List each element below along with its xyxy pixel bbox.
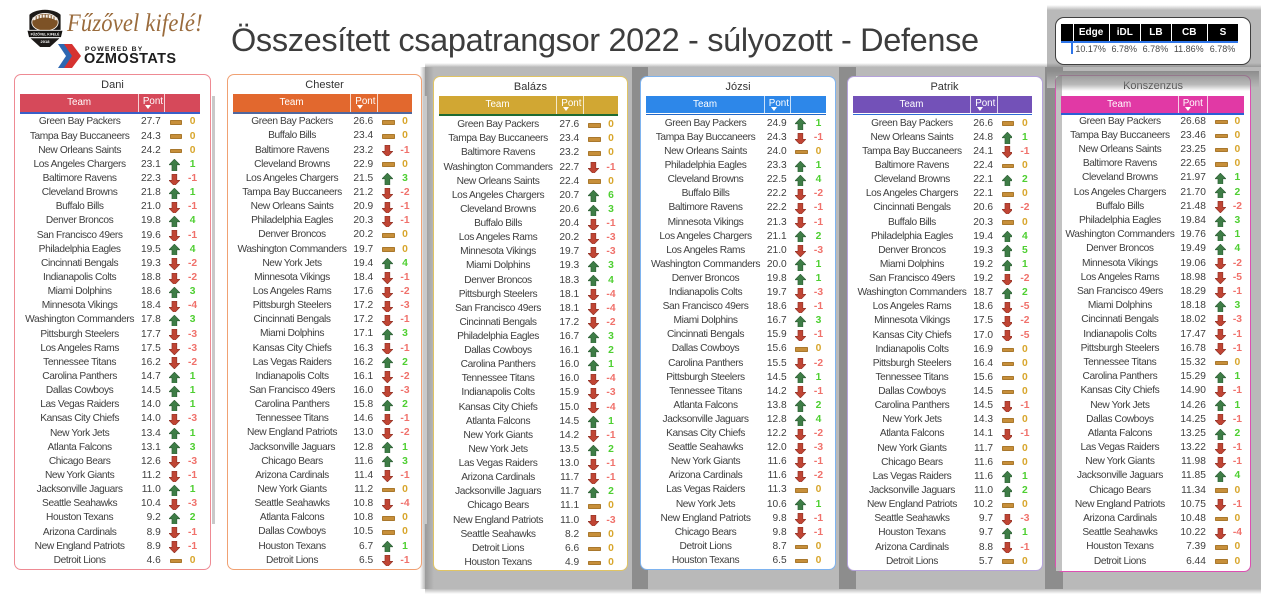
svg-text:FŰZŐVEL KIFELÉ: FŰZŐVEL KIFELÉ — [31, 32, 60, 37]
svg-text:2018: 2018 — [41, 39, 51, 44]
